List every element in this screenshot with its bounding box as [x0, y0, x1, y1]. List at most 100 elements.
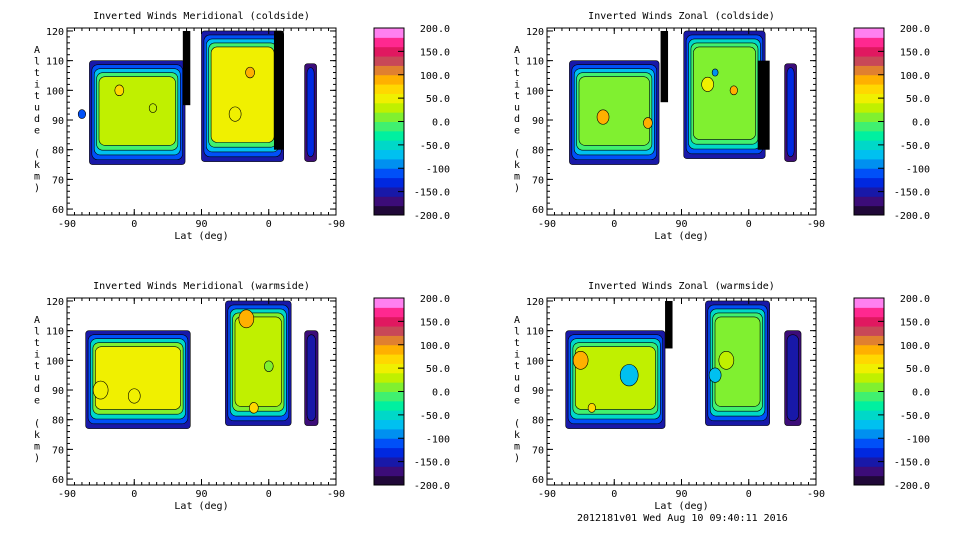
y-axis-label-char: t — [34, 361, 40, 372]
y-axis-label-char: A — [34, 45, 40, 56]
colorbar-swatch — [854, 307, 884, 318]
colorbar-label: -200.0 — [414, 481, 450, 492]
y-axis-label-char: d — [34, 384, 40, 395]
timestamp-footer: 2012181v01 Wed Aug 10 09:40:11 2016 — [577, 513, 788, 524]
y-axis-label-char: m — [34, 442, 40, 453]
contour-feature — [238, 309, 255, 329]
colorbar-swatch — [854, 177, 884, 188]
colorbar-swatch — [854, 37, 884, 48]
colorbar-swatch — [374, 102, 404, 113]
y-tick-label: 90 — [52, 386, 64, 397]
colorbar-label: 50.0 — [426, 364, 450, 375]
colorbar-swatch — [374, 363, 404, 374]
colorbar-label: -150.0 — [414, 458, 450, 469]
colorbar-swatch — [374, 112, 404, 122]
y-axis-label-char: u — [514, 103, 520, 114]
colorbar-swatch — [854, 447, 884, 458]
y-axis-label-char: ( — [514, 149, 520, 160]
y-axis-label-char: l — [34, 327, 40, 338]
colorbar-swatch — [854, 363, 884, 374]
colorbar-label: -100 — [426, 434, 450, 445]
colorbar-label: 50.0 — [426, 94, 450, 105]
colorbar-label: -50.0 — [900, 141, 930, 152]
colorbar-swatch — [374, 74, 404, 85]
colorbar-label: 50.0 — [906, 94, 930, 105]
y-tick-label: 60 — [52, 475, 64, 486]
y-tick-label: 60 — [532, 475, 544, 486]
contour-region — [786, 334, 799, 422]
colorbar-label: 0.0 — [912, 118, 930, 129]
y-axis-label-char: k — [34, 430, 40, 441]
colorbar-swatch — [854, 354, 884, 364]
y-axis-label-char: t — [514, 68, 520, 79]
x-tick-label: 90 — [195, 489, 207, 500]
y-tick-label: 90 — [532, 116, 544, 127]
contour-feature — [249, 402, 259, 414]
y-tick-label: 100 — [46, 86, 64, 97]
colorbar-swatch — [374, 382, 404, 392]
x-tick-label: 0 — [611, 489, 617, 500]
y-axis-label-char: m — [514, 442, 520, 453]
contour-feature — [708, 367, 722, 383]
colorbar-label: 0.0 — [912, 388, 930, 399]
y-tick-label: 120 — [46, 27, 64, 38]
colorbar-swatch — [854, 121, 884, 132]
saturated-contour-column — [665, 300, 673, 349]
x-tick-label: 90 — [675, 489, 687, 500]
colorbar-swatch — [374, 84, 404, 94]
x-tick-label: -90 — [807, 219, 825, 230]
y-tick-label: 110 — [46, 57, 64, 68]
y-tick-label: 110 — [526, 57, 544, 68]
chart-panel-4: Inverted Winds Zonal (warmside) -90 0 90 0 -9… — [514, 281, 930, 512]
y-axis-label-char: u — [34, 373, 40, 384]
colorbar-swatch — [374, 158, 404, 169]
y-axis-label-char: t — [34, 91, 40, 102]
colorbar-label: -100 — [906, 164, 930, 175]
colorbar-swatch — [854, 382, 884, 392]
y-axis-label-char: i — [514, 80, 520, 91]
colorbar-swatch — [374, 419, 404, 430]
x-tick-label: 0 — [746, 219, 752, 230]
colorbar-swatch — [854, 475, 884, 486]
colorbar-swatch — [854, 400, 884, 411]
contour-region — [210, 46, 275, 143]
colorbar-swatch — [374, 186, 404, 197]
colorbar-swatch — [374, 316, 404, 327]
y-axis-label-char: ( — [514, 419, 520, 430]
y-axis-label-char: d — [514, 384, 520, 395]
colorbar-label: -100 — [906, 434, 930, 445]
x-tick-label: 0 — [131, 219, 137, 230]
chart-panel-1: Inverted Winds Meridional (coldside) -90 0… — [34, 11, 450, 242]
colorbar-swatch — [854, 65, 884, 76]
colorbar-swatch — [854, 56, 884, 66]
colorbar-swatch — [374, 37, 404, 48]
saturated-contour-column — [273, 30, 284, 150]
colorbar-label: -150.0 — [894, 458, 930, 469]
colorbar-swatch — [374, 456, 404, 467]
contour-feature — [572, 351, 589, 370]
y-axis-label-char: u — [34, 103, 40, 114]
colorbar-label: -200.0 — [414, 211, 450, 222]
y-axis-label-char — [514, 137, 520, 148]
y-axis-label-char: ) — [514, 453, 520, 464]
contour-feature — [711, 68, 719, 77]
x-tick-label: -90 — [538, 489, 556, 500]
y-tick-label: 70 — [52, 175, 64, 186]
y-axis-label-char: i — [34, 80, 40, 91]
x-tick-label: 90 — [195, 219, 207, 230]
colorbar-label: 150.0 — [900, 317, 930, 328]
y-tick-label: 120 — [526, 297, 544, 308]
colorbar-swatch — [854, 84, 884, 94]
x-tick-label: 0 — [746, 489, 752, 500]
colorbar: 200.0 150.0 100.0 50.0 0.0 -50.0 -100 -150.0 -20… — [853, 24, 930, 222]
y-axis-label-char: ) — [34, 453, 40, 464]
colorbar-swatch — [854, 298, 884, 308]
y-axis-label-char: t — [514, 338, 520, 349]
y-axis-label-char: l — [514, 57, 520, 68]
x-tick-label: -90 — [538, 219, 556, 230]
colorbar-swatch — [374, 168, 404, 179]
y-axis-label-char: i — [514, 350, 520, 361]
